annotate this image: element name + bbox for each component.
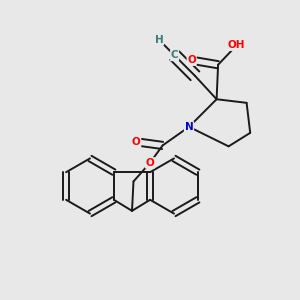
Text: N: N bbox=[184, 122, 194, 132]
Text: C: C bbox=[171, 50, 178, 60]
Text: H: H bbox=[154, 35, 164, 45]
Text: O: O bbox=[132, 137, 141, 147]
Text: O: O bbox=[146, 158, 154, 168]
Text: OH: OH bbox=[228, 40, 245, 50]
Text: O: O bbox=[187, 55, 196, 65]
